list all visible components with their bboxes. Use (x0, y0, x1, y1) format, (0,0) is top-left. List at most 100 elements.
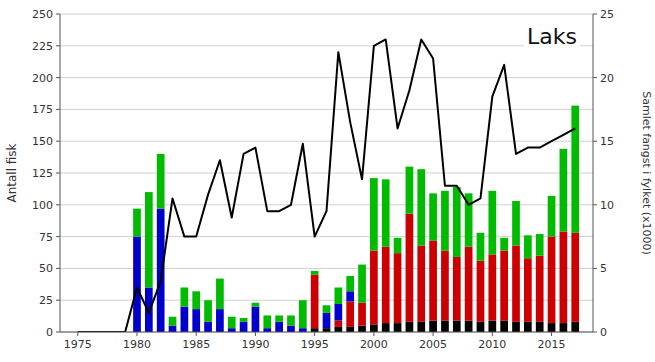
bar-segment (169, 317, 177, 326)
y-tick (56, 14, 60, 15)
bar-segment (406, 322, 414, 332)
y-tick-label: 75 (39, 231, 53, 244)
x-tick (136, 332, 137, 336)
bar-segment (370, 178, 378, 251)
bar-series (133, 106, 579, 329)
bar-segment (311, 271, 319, 275)
y-tick-label: 50 (39, 262, 53, 275)
bar-segment (287, 326, 295, 332)
x-tick (77, 332, 78, 336)
y-tick-label: 250 (32, 8, 53, 21)
y-tick (56, 173, 60, 174)
bar-segment (299, 328, 307, 332)
chart: 1975198019851990199520002005201020150255… (0, 0, 655, 362)
x-tick (255, 332, 256, 336)
x-tick (314, 332, 315, 336)
bar-segment (204, 300, 212, 322)
y-tick (56, 77, 60, 78)
bar-segment (441, 191, 449, 251)
bar-segment (334, 321, 342, 327)
bar-segment (429, 321, 437, 332)
bar-segment (275, 315, 283, 321)
bar-segment (216, 279, 224, 310)
grid-line (60, 14, 593, 15)
bar-segment (536, 322, 544, 332)
bar-segment (370, 324, 378, 332)
axes: 1975198019851990199520002005201020150255… (5, 8, 653, 351)
bar-segment (548, 237, 556, 323)
bar-segment (323, 305, 331, 313)
y2-tick (593, 14, 597, 15)
bar-segment (394, 253, 402, 323)
y2-tick-label: 5 (600, 262, 607, 275)
bar-segment (417, 322, 425, 332)
bar-segment (346, 276, 354, 291)
bar-segment (346, 301, 354, 326)
bar-segment (358, 265, 366, 303)
bar-segment (536, 234, 544, 256)
bar-segment (216, 309, 224, 332)
bar-segment (382, 323, 390, 332)
y2-tick (593, 204, 597, 205)
bar-segment (157, 209, 165, 332)
marks (78, 39, 579, 332)
bar-segment (500, 321, 508, 332)
bar-segment (500, 251, 508, 321)
bar-segment (441, 251, 449, 321)
bar-series (133, 209, 354, 332)
y2-tick (593, 141, 597, 142)
bar-segment (370, 251, 378, 325)
bar-segment (488, 191, 496, 255)
bar-segment (334, 304, 342, 321)
bar-segment (417, 169, 425, 245)
bar-segment (548, 323, 556, 332)
grid-line (60, 332, 593, 333)
bar-segment (192, 309, 200, 332)
bar-segment (429, 240, 437, 320)
bar-segment (346, 291, 354, 301)
x-tick (433, 332, 434, 336)
bar-segment (441, 321, 449, 332)
y2-axis-label: Samlet fangst i fylket (x1000) (640, 91, 653, 255)
y-tick-label: 25 (39, 294, 53, 307)
bar-segment (263, 328, 271, 332)
bar-segment (465, 321, 473, 332)
bar-segment (252, 307, 260, 332)
line-series (78, 39, 575, 332)
bar-segment (571, 233, 579, 322)
y-tick-label: 100 (32, 199, 53, 212)
bar-segment (145, 192, 153, 287)
title: Laks (527, 24, 577, 49)
y-tick (56, 204, 60, 205)
x-axis-line (60, 332, 593, 333)
bar-segment (512, 246, 520, 322)
bar-segment (560, 323, 568, 332)
bar-segment (560, 232, 568, 324)
bar-segment (299, 300, 307, 328)
x-tick (492, 332, 493, 336)
bar-segment (488, 254, 496, 320)
bar-segment (465, 247, 473, 321)
bar-segment (512, 322, 520, 332)
y-tick (56, 236, 60, 237)
bar-segment (181, 287, 189, 306)
y-tick-label: 125 (32, 167, 53, 180)
bar-segment (275, 322, 283, 332)
y2-axis-line (593, 14, 594, 332)
x-tick-label: 1975 (64, 338, 92, 351)
y-tick (56, 268, 60, 269)
grid-line (60, 141, 593, 142)
x-tick (551, 332, 552, 336)
bar-segment (133, 209, 141, 237)
y-tick (56, 141, 60, 142)
bar-segment (287, 315, 295, 325)
bar-segment (252, 303, 260, 307)
x-tick-label: 2000 (360, 338, 388, 351)
bar-segment (394, 323, 402, 332)
bar-segment (228, 317, 236, 328)
bar-segment (524, 235, 532, 258)
bar-segment (406, 214, 414, 322)
bar-segment (524, 322, 532, 332)
bar-segment (500, 238, 508, 251)
bar-segment (453, 187, 461, 257)
